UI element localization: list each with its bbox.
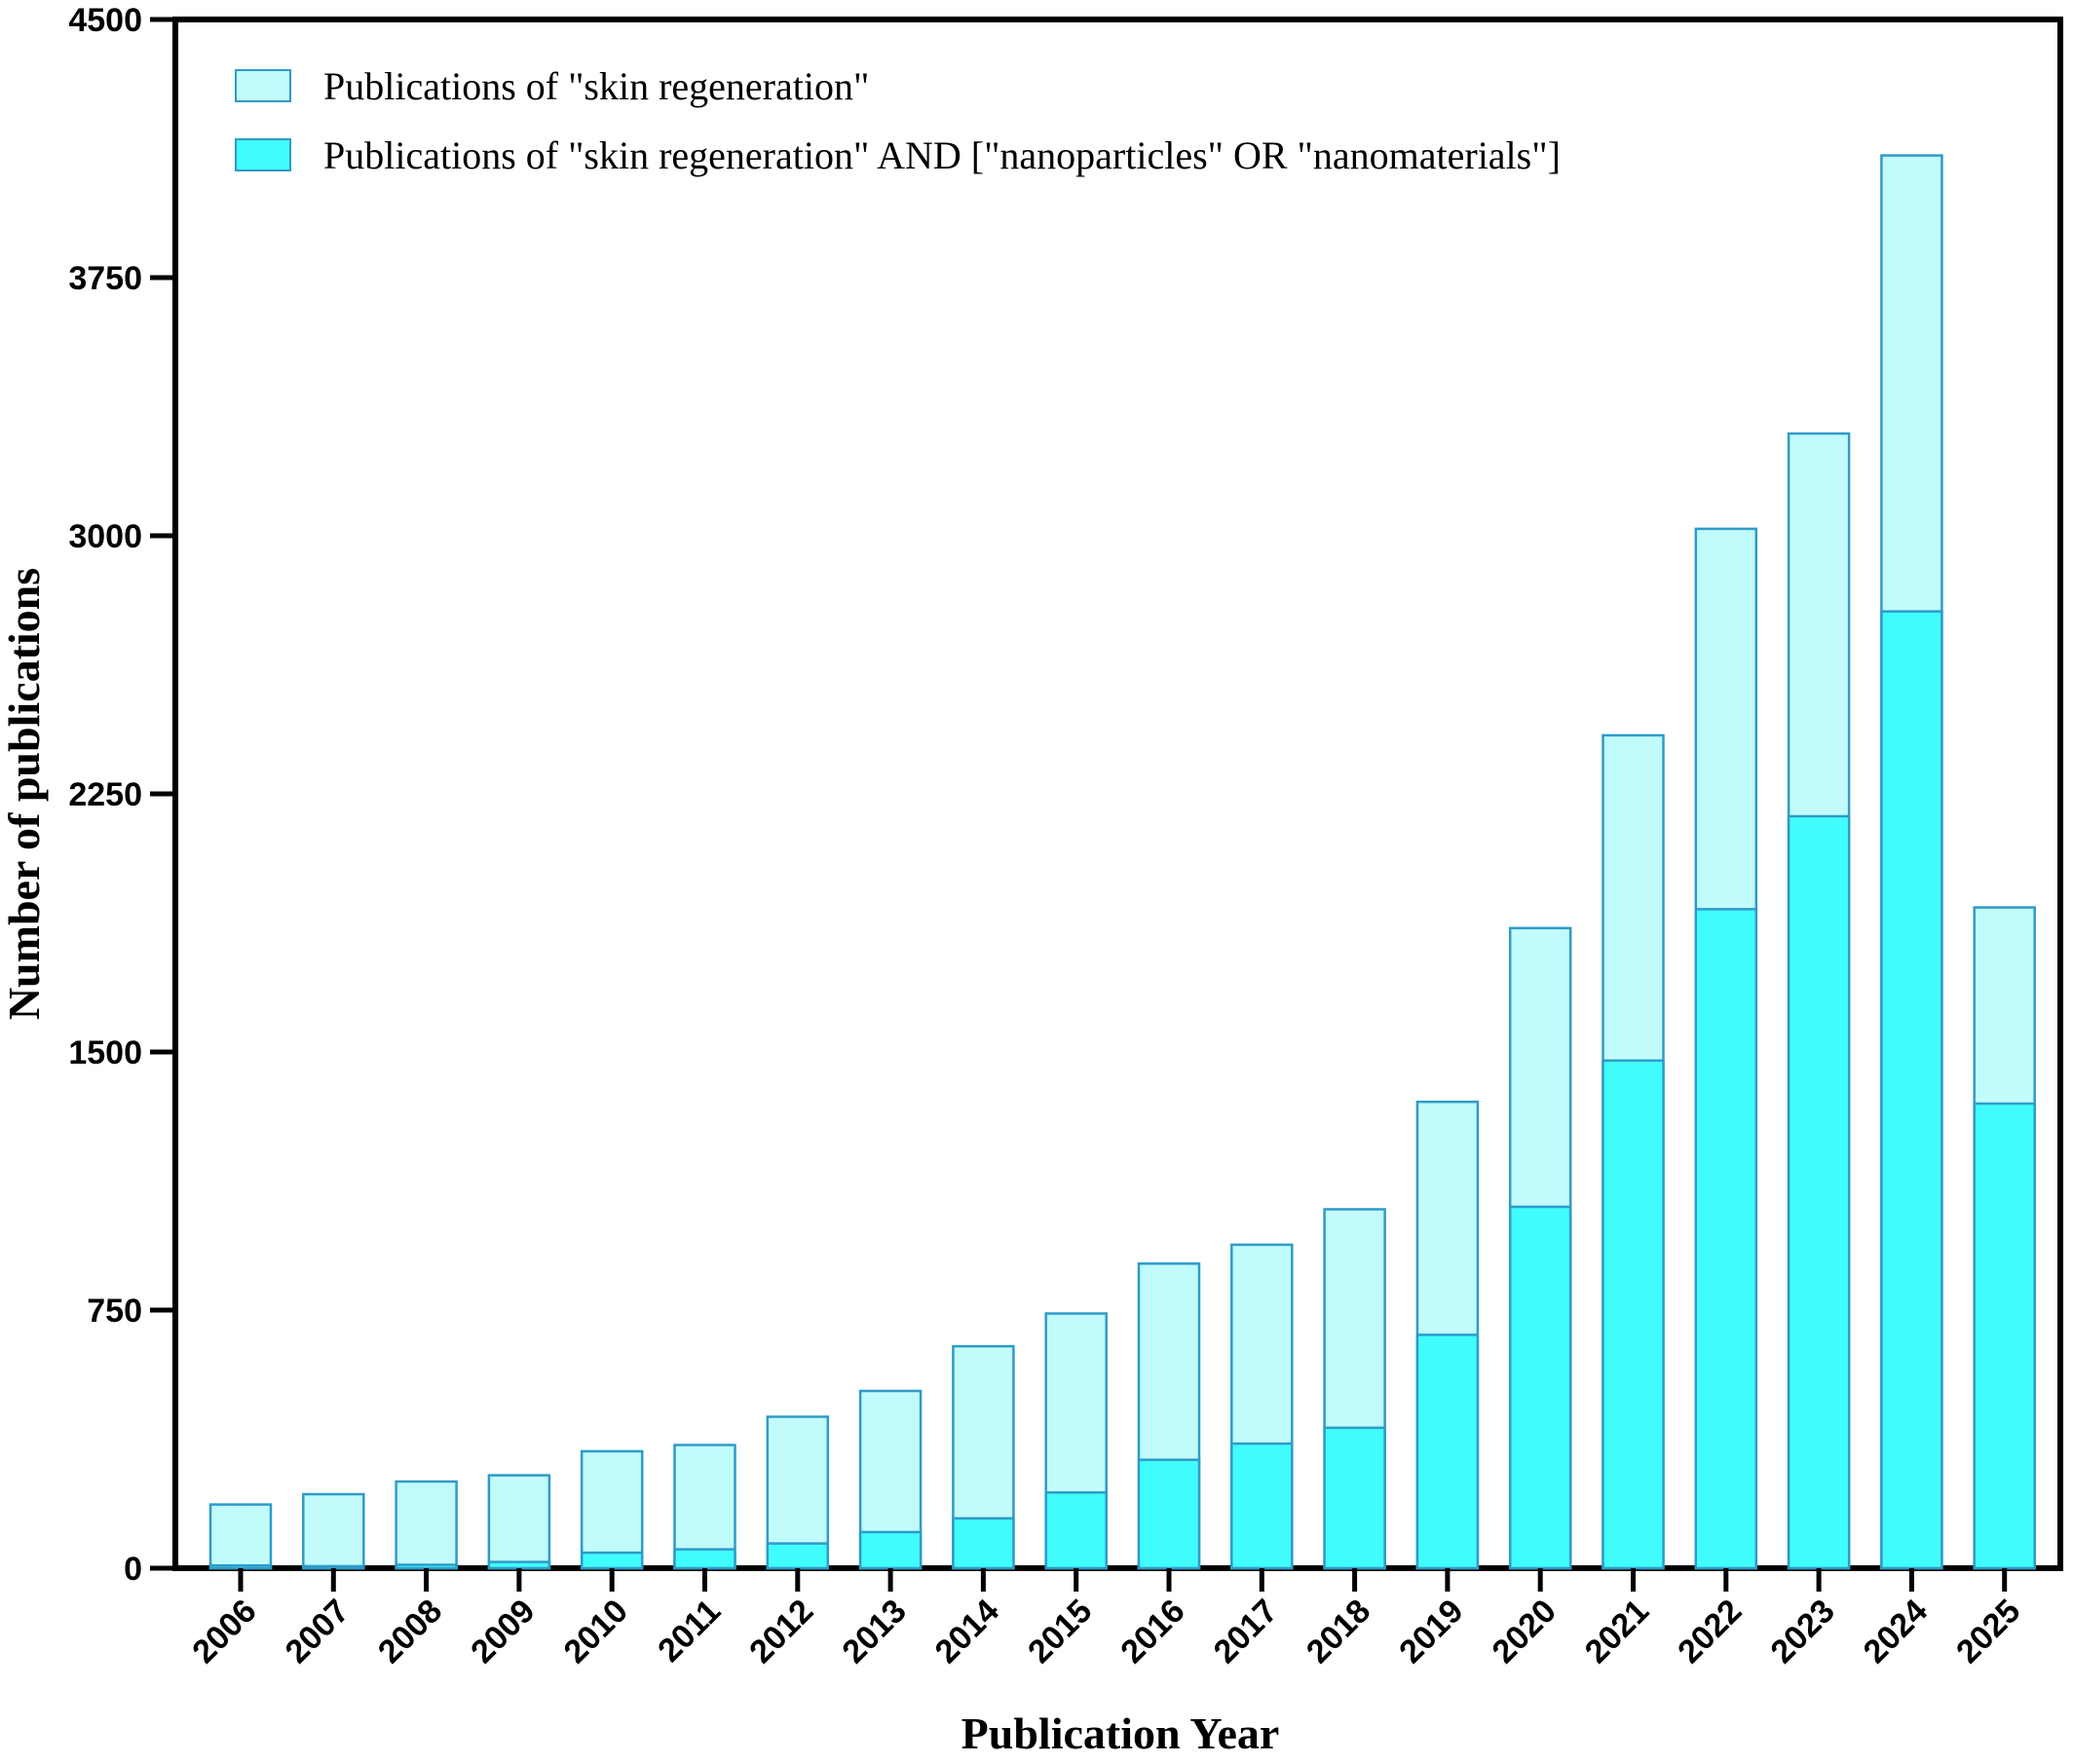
bar-nano-2022 (1694, 908, 1758, 1570)
legend: Publications of "skin regeneration" Publ… (235, 64, 1561, 177)
y-tick-label: 2250 (68, 776, 142, 813)
x-tick-label: 2022 (1671, 1593, 1749, 1670)
x-tick-label: 2021 (1578, 1593, 1656, 1670)
bar-nano-2014 (952, 1517, 1015, 1570)
bars (208, 154, 2036, 1570)
y-tick-label: 3750 (68, 260, 142, 297)
bar-nano-2019 (1415, 1333, 1480, 1570)
x-tick-label: 2017 (1207, 1593, 1285, 1670)
y-axis: 0 750 1500 2250 3000 3750 4500 (68, 2, 175, 1588)
x-tick-label: 2019 (1392, 1593, 1470, 1670)
bar-nano-2023 (1787, 814, 1851, 1570)
bar-total-2011 (673, 1444, 736, 1570)
x-tick-label: 2007 (279, 1593, 357, 1670)
bar-nano-2013 (858, 1530, 923, 1570)
bar-total-2010 (580, 1449, 644, 1570)
x-tick-label: 2024 (1857, 1593, 1935, 1670)
legend-swatch-total (235, 69, 291, 102)
y-tick-label: 1500 (68, 1034, 142, 1071)
x-axis-title: Publication Year (961, 1708, 1280, 1758)
x-tick-label: 2023 (1763, 1593, 1841, 1670)
x-tick-label: 2013 (835, 1593, 913, 1670)
bar-nano-2015 (1044, 1491, 1108, 1570)
legend-swatch-nano (235, 138, 291, 171)
x-tick-label: 2008 (371, 1593, 449, 1670)
x-tick-label: 2012 (742, 1593, 820, 1670)
bar-nano-2010 (580, 1551, 644, 1570)
legend-label-nano: Publications of "skin regeneration" AND … (323, 133, 1561, 177)
legend-label-total: Publications of "skin regeneration" (323, 64, 869, 108)
bar-nano-2012 (766, 1542, 830, 1570)
x-tick-label: 2020 (1486, 1593, 1564, 1670)
y-axis-title: Number of publications (0, 568, 49, 1020)
x-axis: 2006 2007 2008 2009 2010 2011 2012 2013 2014 2015… (185, 1568, 2027, 1670)
bar-total-2009 (487, 1474, 551, 1570)
bar-nano-2017 (1230, 1442, 1294, 1570)
y-tick-label: 3000 (68, 518, 142, 555)
bar-nano-2024 (1880, 610, 1943, 1570)
bar-nano-2009 (487, 1560, 551, 1570)
x-tick-label: 2015 (1021, 1593, 1099, 1670)
x-tick-label: 2010 (557, 1593, 635, 1670)
y-tick-label: 4500 (68, 2, 142, 39)
x-tick-label: 2016 (1113, 1593, 1191, 1670)
bar-nano-2006 (208, 1563, 273, 1570)
x-tick-label: 2009 (464, 1593, 542, 1670)
bar-nano-2007 (302, 1564, 365, 1570)
x-tick-label: 2006 (185, 1593, 263, 1670)
bar-nano-2011 (673, 1548, 736, 1570)
plot-frame (172, 17, 2063, 1571)
y-tick-label: 750 (87, 1293, 142, 1330)
x-tick-label: 2025 (1949, 1593, 2027, 1670)
bar-nano-2018 (1323, 1426, 1386, 1570)
bar-total-2008 (395, 1480, 458, 1570)
bar-total-2006 (208, 1503, 273, 1570)
x-tick-label: 2014 (928, 1593, 1006, 1670)
bar-nano-2020 (1508, 1205, 1572, 1570)
bar-nano-2025 (1973, 1102, 2036, 1570)
bar-nano-2021 (1602, 1059, 1665, 1570)
bar-nano-2016 (1137, 1458, 1201, 1570)
x-tick-label: 2018 (1300, 1593, 1377, 1670)
bar-total-2007 (302, 1492, 365, 1570)
bar-nano-2008 (395, 1563, 458, 1570)
y-tick-label: 0 (124, 1551, 142, 1588)
x-tick-label: 2011 (651, 1593, 728, 1670)
